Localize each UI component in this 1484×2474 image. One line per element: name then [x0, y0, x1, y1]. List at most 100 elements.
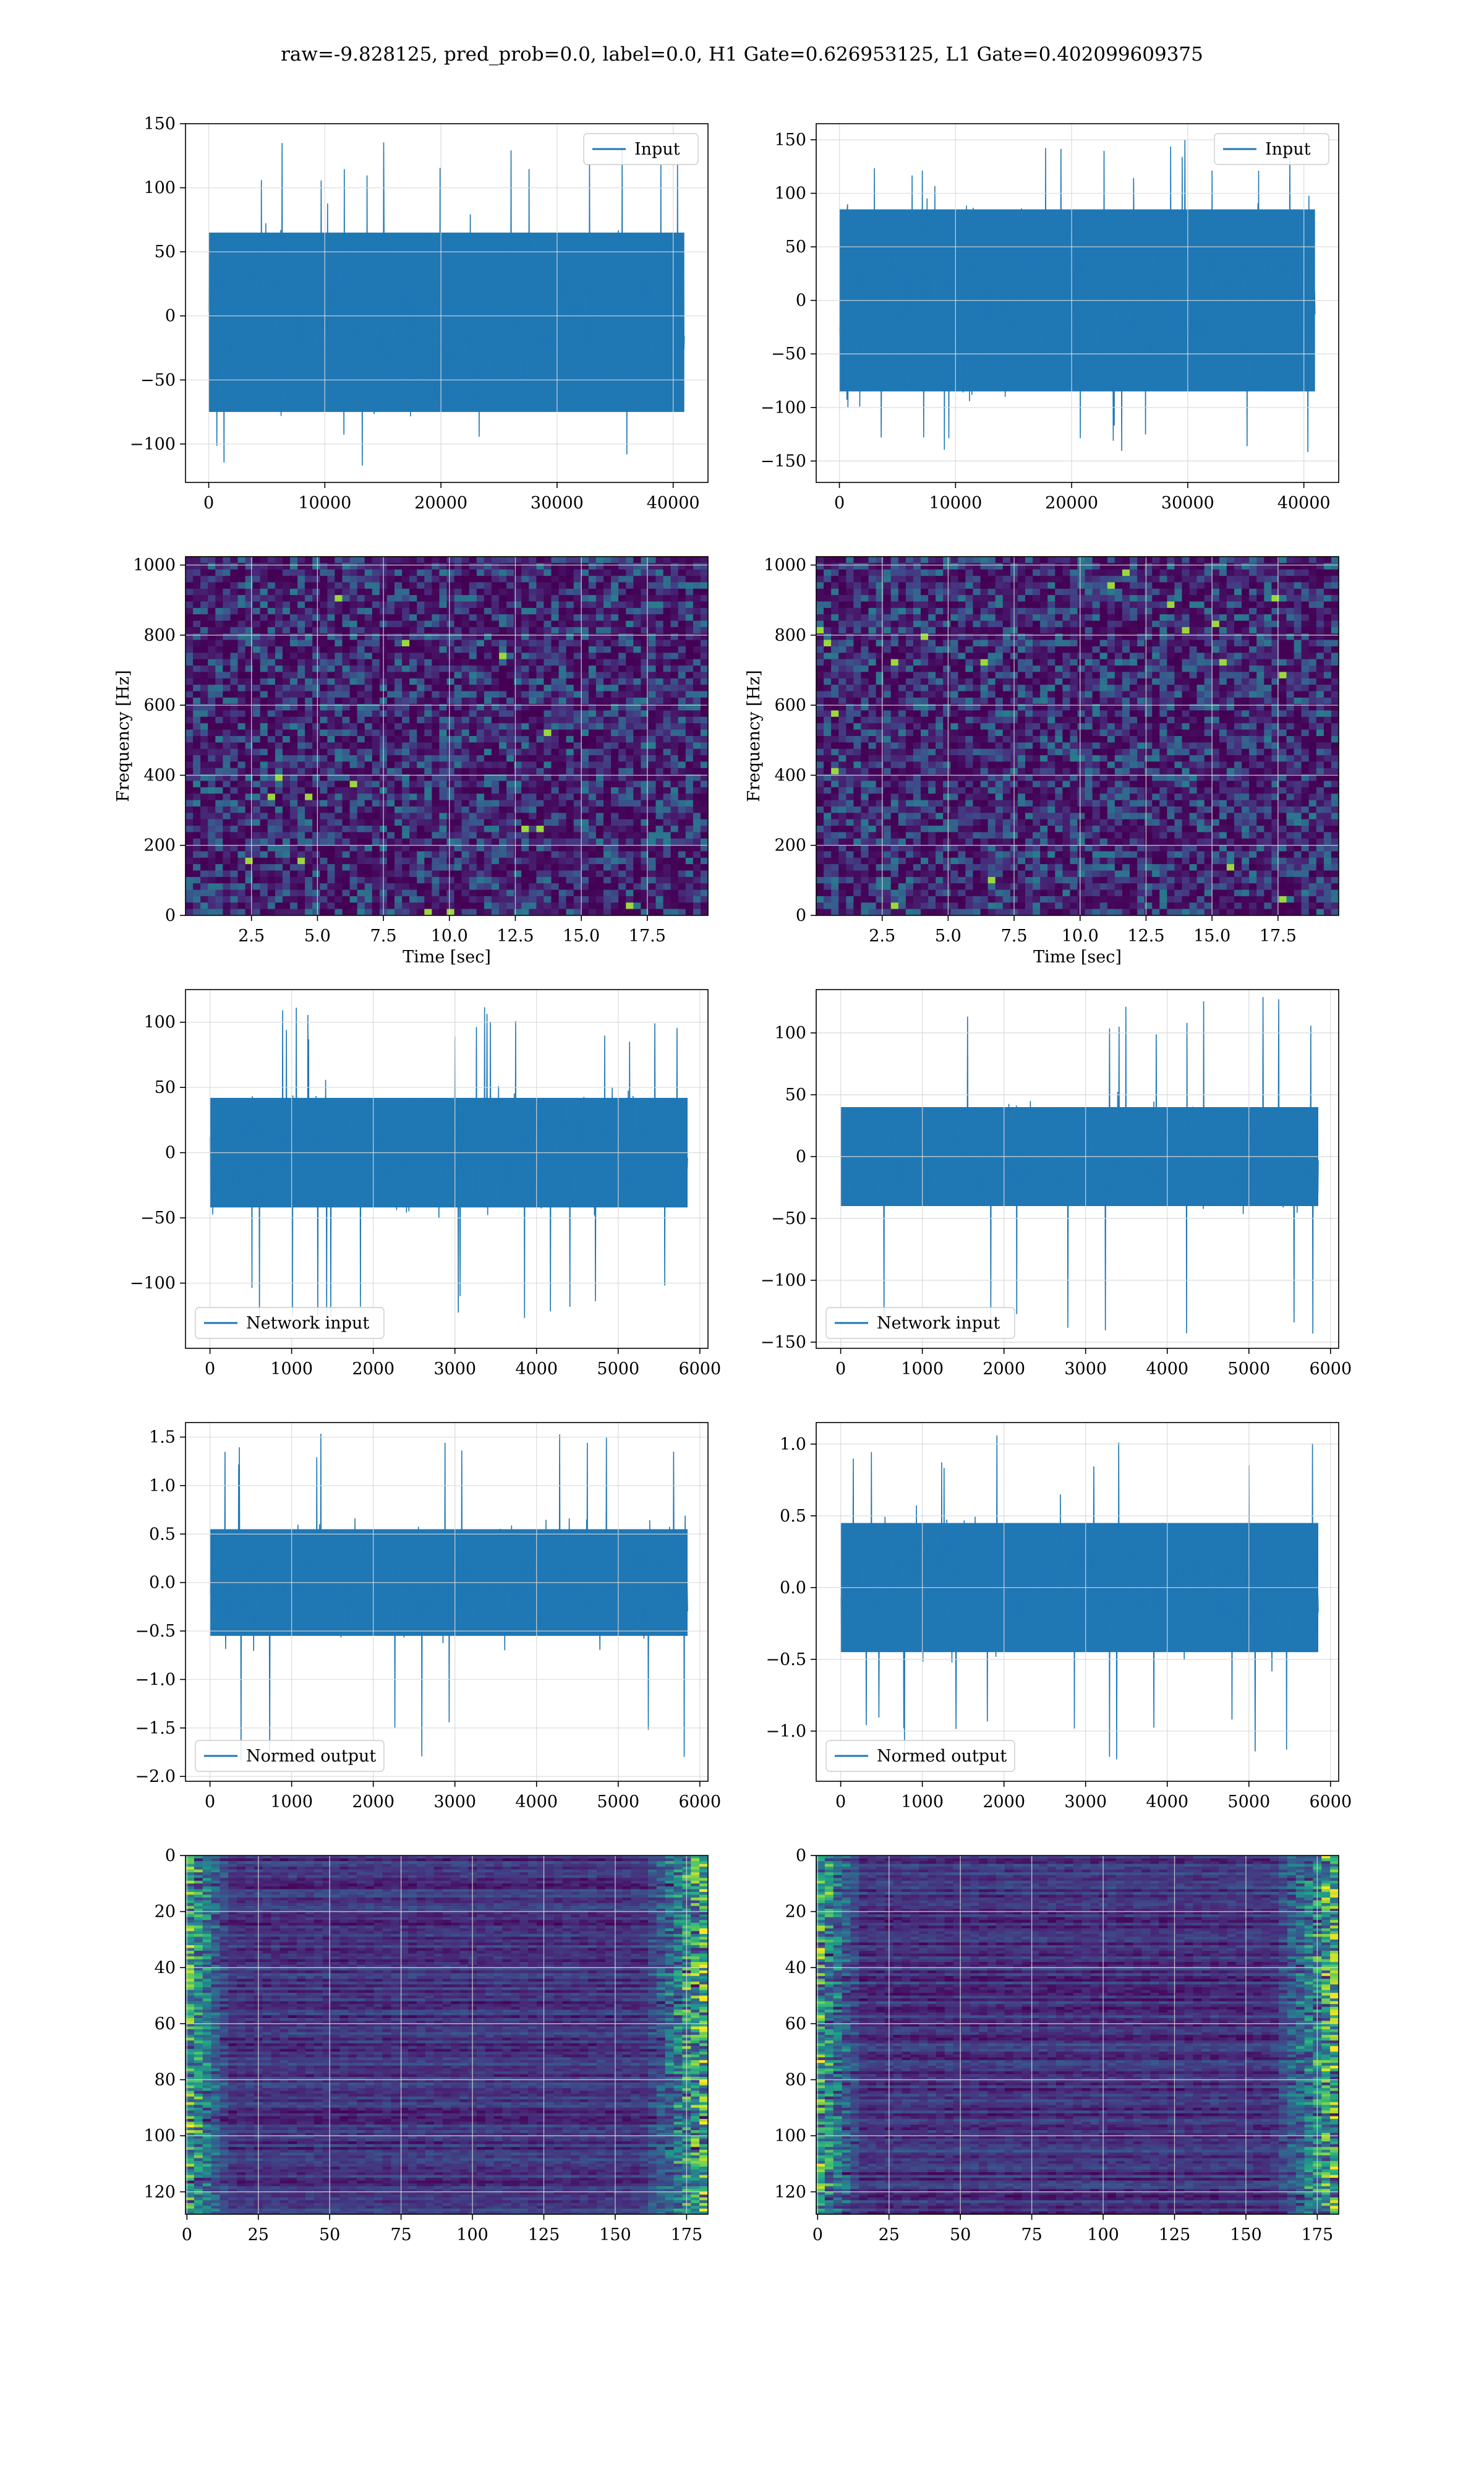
- heatmap-cell: [633, 794, 641, 801]
- heatmap-cell: [200, 607, 208, 615]
- heatmap-cell: [208, 640, 216, 647]
- heatmap-cell: [626, 826, 634, 833]
- heatmap-cell: [603, 826, 612, 833]
- heatmap-cell: [551, 614, 560, 622]
- heatmap-cell: [424, 595, 432, 602]
- heatmap-cell: [1033, 588, 1041, 596]
- heatmap-cell: [663, 883, 672, 891]
- heatmap-cell: [700, 666, 708, 673]
- heatmap-cell: [626, 672, 634, 679]
- heatmap-cell: [588, 691, 597, 698]
- heatmap-cell: [603, 755, 612, 763]
- heatmap-cell: [275, 672, 283, 679]
- heatmap-cell: [223, 806, 231, 813]
- heatmap-cell: [670, 838, 679, 845]
- heatmap-cell: [476, 627, 485, 634]
- heatmap-cell: [402, 909, 410, 915]
- heatmap-cell: [573, 620, 582, 628]
- heatmap-cell: [558, 569, 567, 576]
- heatmap-cell: [633, 582, 641, 589]
- heatmap-cell: [678, 729, 686, 737]
- heatmap-cell: [1256, 563, 1264, 570]
- heatmap-cell: [386, 723, 395, 730]
- heatmap-cell: [275, 627, 283, 634]
- heatmap-cell: [386, 883, 395, 891]
- heatmap-cell: [1316, 633, 1324, 641]
- heatmap-cell: [282, 845, 291, 852]
- heatmap-cell: [588, 883, 597, 891]
- heatmap-cell: [1099, 633, 1108, 641]
- heatmap-cell: [297, 794, 305, 801]
- heatmap-cell: [491, 755, 500, 763]
- heatmap-cell: [618, 678, 626, 685]
- heatmap-cell: [499, 614, 507, 622]
- heatmap-cell: [1226, 588, 1235, 596]
- heatmap-cell: [626, 902, 634, 910]
- heatmap-cell: [491, 870, 500, 878]
- heatmap-cell: [1062, 557, 1071, 563]
- heatmap-cell: [252, 627, 261, 634]
- heatmap-cell: [223, 876, 231, 884]
- heatmap-cell: [260, 781, 268, 788]
- y-tick-label: 600: [143, 696, 176, 715]
- heatmap-cell: [230, 697, 239, 704]
- heatmap-cell: [342, 870, 351, 878]
- heatmap-cell: [394, 896, 403, 903]
- heatmap-cell: [237, 588, 246, 596]
- heatmap-cell: [1308, 595, 1317, 602]
- heatmap-cell: [386, 716, 395, 724]
- heatmap-cell: [1070, 563, 1078, 570]
- heatmap-cell: [1301, 627, 1310, 634]
- heatmap-cell: [402, 819, 410, 826]
- heatmap-cell: [1256, 607, 1264, 615]
- heatmap-cell: [469, 876, 477, 884]
- heatmap-cell: [402, 620, 410, 628]
- heatmap-cell: [1159, 620, 1167, 628]
- heatmap-cell: [260, 588, 268, 596]
- heatmap-cell: [506, 826, 514, 833]
- heatmap-cell: [267, 864, 276, 871]
- heatmap-cell: [1114, 620, 1123, 628]
- heatmap-cell: [186, 864, 194, 871]
- heatmap-cell: [499, 672, 507, 679]
- heatmap-cell: [928, 614, 936, 622]
- heatmap-cell: [446, 819, 455, 826]
- heatmap-cell: [409, 653, 417, 660]
- heatmap-cell: [943, 640, 951, 647]
- heatmap-cell: [424, 742, 432, 750]
- heatmap-cell: [700, 576, 708, 583]
- plot-area: [186, 557, 708, 915]
- heatmap-cell: [663, 889, 672, 897]
- heatmap-cell: [237, 889, 246, 897]
- heatmap-cell: [861, 569, 869, 576]
- heatmap-cell: [521, 838, 529, 845]
- heatmap-cell: [186, 774, 194, 782]
- heatmap-cell: [648, 883, 657, 891]
- heatmap-cell: [626, 620, 634, 628]
- heatmap-cell: [544, 697, 552, 704]
- heatmap-cell: [685, 672, 694, 679]
- heatmap-cell: [648, 896, 657, 903]
- heatmap-cell: [1099, 569, 1108, 576]
- heatmap-cell: [327, 653, 336, 660]
- heatmap-cell: [200, 748, 208, 756]
- heatmap-cell: [454, 800, 463, 807]
- heatmap-cell: [290, 857, 298, 865]
- heatmap-cell: [685, 870, 694, 878]
- heatmap-cell: [685, 633, 694, 641]
- heatmap-cell: [1055, 627, 1063, 634]
- heatmap-cell: [633, 640, 641, 647]
- heatmap-cell: [521, 576, 529, 583]
- heatmap-cell: [364, 620, 373, 628]
- heatmap-cell: [402, 838, 410, 845]
- heatmap-cell: [349, 666, 358, 673]
- heatmap-cell: [581, 569, 589, 576]
- heatmap-cell: [544, 896, 552, 903]
- heatmap-cell: [417, 832, 425, 839]
- heatmap-cell: [357, 563, 365, 570]
- heatmap-cell: [595, 569, 604, 576]
- heatmap-cell: [1301, 601, 1310, 609]
- heatmap-cell: [641, 582, 649, 589]
- heatmap-cell: [1033, 633, 1041, 641]
- heatmap-cell: [573, 588, 582, 596]
